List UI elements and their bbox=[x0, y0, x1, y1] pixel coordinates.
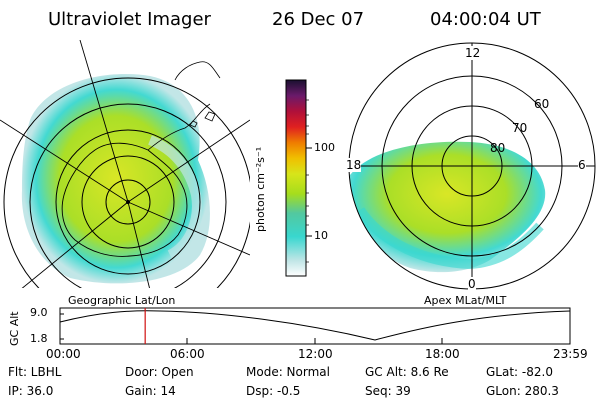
status-ip: IP: 36.0 bbox=[8, 384, 54, 398]
mlat-label-70: 70 bbox=[512, 121, 528, 135]
altitude-axis-label: GC Alt bbox=[8, 311, 21, 346]
mlt-label-6: 6 bbox=[578, 158, 586, 172]
status-glat: GLat: -82.0 bbox=[486, 365, 553, 379]
status-gain: Gain: 14 bbox=[125, 384, 176, 398]
status-door: Door: Open bbox=[125, 365, 194, 379]
colorbar-tick-10: 10 bbox=[314, 229, 328, 242]
mlt-label-0: 0 bbox=[468, 277, 476, 291]
geographic-map bbox=[0, 40, 250, 288]
date-label: 26 Dec 07 bbox=[272, 9, 365, 30]
colorbar-tick-100: 100 bbox=[314, 141, 335, 154]
mlat-label-80: 80 bbox=[490, 141, 506, 155]
time-tick-0000: 00:00 bbox=[46, 347, 81, 361]
status-dsp: Dsp: -0.5 bbox=[246, 384, 301, 398]
time-tick-2359: 23:59 bbox=[553, 347, 588, 361]
time-tick-1200: 12:00 bbox=[298, 347, 333, 361]
right-panel-caption: Apex MLat/MLT bbox=[424, 294, 507, 307]
left-panel-caption: Geographic Lat/Lon bbox=[68, 294, 176, 307]
status-mode: Mode: Normal bbox=[246, 365, 330, 379]
status-seq: Seq: 39 bbox=[365, 384, 411, 398]
altitude-tick-high: 9.0 bbox=[30, 306, 48, 319]
coastline bbox=[61, 142, 188, 257]
time-tick-0600: 06:00 bbox=[170, 347, 205, 361]
magnetic-map bbox=[349, 141, 546, 273]
time-tick-1800: 18:00 bbox=[425, 347, 460, 361]
status-gc-alt: GC Alt: 8.6 Re bbox=[365, 365, 449, 379]
altitude-curve bbox=[59, 310, 571, 341]
instrument-title: Ultraviolet Imager bbox=[48, 9, 211, 30]
mlat-label-60: 60 bbox=[534, 97, 550, 111]
mlt-label-18: 18 bbox=[346, 158, 362, 172]
mlt-label-12: 12 bbox=[465, 46, 481, 60]
aurora-oval-geographic bbox=[21, 74, 210, 284]
status-glon: GLon: 280.3 bbox=[486, 384, 559, 398]
time-label: 04:00:04 UT bbox=[430, 9, 541, 30]
colorbar bbox=[285, 79, 307, 277]
status-filter: Flt: LBHL bbox=[8, 365, 62, 379]
altitude-tick-low: 1.8 bbox=[30, 332, 48, 345]
